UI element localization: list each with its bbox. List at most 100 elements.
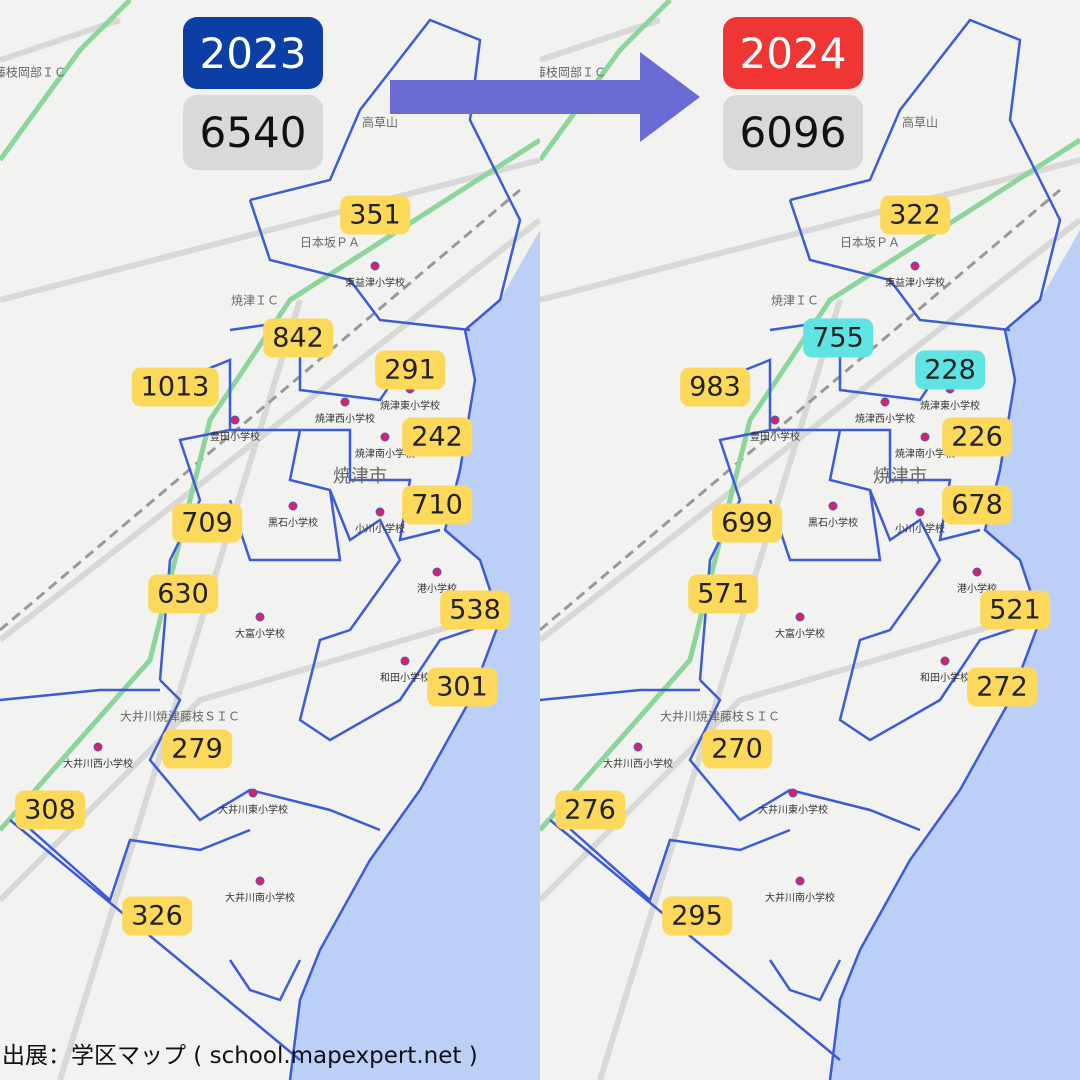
district-count: 709	[172, 503, 242, 543]
district-count: 291	[375, 350, 445, 390]
place-label: 藤枝岡部ＩＣ	[0, 65, 67, 80]
school-label: 大井川西小学校	[63, 759, 133, 770]
school-label: 東益津小学校	[345, 278, 405, 289]
school-dot	[880, 397, 890, 407]
school-dot	[288, 501, 298, 511]
school-dot	[230, 415, 240, 425]
expressway	[0, 0, 540, 832]
place-label: 高草山	[901, 115, 939, 130]
school-dot	[770, 415, 780, 425]
place-label: 日本坂ＰＡ	[839, 235, 901, 250]
school-label: 大井川東小学校	[218, 805, 288, 816]
place-label: 日本坂ＰＡ	[299, 235, 361, 250]
school-label: 焼津南小学校	[895, 449, 955, 460]
school-dot	[248, 788, 258, 798]
school-dot	[920, 432, 930, 442]
district-count: 272	[967, 667, 1037, 707]
district-count: 710	[402, 485, 472, 525]
district-count: 295	[662, 896, 732, 936]
district-count: 326	[122, 896, 192, 936]
district-count: 678	[942, 485, 1012, 525]
school-dot	[972, 567, 982, 577]
school-label: 港小学校	[957, 584, 997, 595]
sea	[830, 230, 1080, 1080]
school-dot	[255, 876, 265, 886]
school-label: 和田小学校	[380, 673, 430, 684]
base-map	[540, 0, 1080, 1080]
map-panel: 2023 6540 藤枝岡部ＩＣ 高草山日本坂ＰＡ 焼津ＩＣ 焼津市大井川焼津藤枝ＳＩＣ 東…	[0, 0, 540, 1080]
district-count: 279	[162, 729, 232, 769]
total-badge: 6096	[723, 95, 863, 170]
place-label: 焼津ＩＣ	[770, 293, 820, 308]
place-label: 藤枝岡部ＩＣ	[540, 65, 607, 80]
school-label: 黒石小学校	[808, 518, 858, 529]
school-dot	[788, 788, 798, 798]
district-count: 322	[880, 195, 950, 235]
school-label: 焼津東小学校	[920, 401, 980, 412]
total-badge: 6540	[183, 95, 323, 170]
school-dot	[93, 742, 103, 752]
district-count: 228	[915, 350, 985, 390]
district-count: 308	[15, 790, 85, 830]
school-dot	[795, 876, 805, 886]
district-count: 226	[942, 417, 1012, 457]
district-count: 755	[803, 318, 873, 358]
school-label: 大井川西小学校	[603, 759, 673, 770]
school-label: 大井川南小学校	[225, 893, 295, 904]
school-dot	[940, 656, 950, 666]
district-count: 538	[440, 590, 510, 630]
school-dot	[370, 261, 380, 271]
railway	[540, 188, 1061, 632]
district-count: 1013	[131, 367, 219, 407]
district-count: 699	[712, 503, 782, 543]
district-count: 521	[980, 590, 1050, 630]
school-label: 焼津東小学校	[380, 401, 440, 412]
place-label: 焼津ＩＣ	[230, 293, 280, 308]
school-label: 大井川南小学校	[765, 893, 835, 904]
school-label: 大富小学校	[775, 629, 825, 640]
school-dot	[915, 507, 925, 517]
school-dot	[340, 397, 350, 407]
school-dot	[375, 507, 385, 517]
district-count: 630	[148, 574, 218, 614]
map-panel: 2024 6096 藤枝岡部ＩＣ 高草山 日本坂ＰＡ 焼津ＩＣ 焼津市 大井川焼津藤枝ＳＩＣ 東…	[540, 0, 1080, 1080]
district-count: 983	[680, 367, 750, 407]
district-count: 571	[688, 574, 758, 614]
district-count: 270	[702, 729, 772, 769]
district-count: 301	[427, 667, 497, 707]
school-label: 東益津小学校	[885, 278, 945, 289]
school-label: 豊田小学校	[750, 432, 800, 443]
district-count: 351	[340, 195, 410, 235]
school-label: 和田小学校	[920, 673, 970, 684]
school-label: 豊田小学校	[210, 432, 260, 443]
place-label: 大井川焼津藤枝ＳＩＣ	[659, 709, 781, 724]
school-label: 大富小学校	[235, 629, 285, 640]
year-badge: 2023	[183, 17, 323, 89]
year-badge: 2024	[723, 17, 863, 89]
school-dot	[400, 656, 410, 666]
district-count: 276	[555, 790, 625, 830]
railway	[0, 188, 521, 632]
expressway	[540, 0, 1080, 832]
school-dot	[828, 501, 838, 511]
school-label: 焼津西小学校	[855, 414, 915, 425]
school-label: 黒石小学校	[268, 518, 318, 529]
school-dot	[432, 567, 442, 577]
place-label: 高草山	[361, 115, 399, 130]
school-label: 小川小学校	[895, 524, 945, 535]
school-label: 大井川東小学校	[758, 805, 828, 816]
school-dot	[255, 612, 265, 622]
place-label: 焼津市	[333, 466, 387, 487]
district-count: 842	[263, 318, 333, 358]
school-dot	[910, 261, 920, 271]
sea	[290, 230, 540, 1080]
arrow	[390, 52, 700, 142]
school-dot	[795, 612, 805, 622]
school-label: 港小学校	[417, 584, 457, 595]
school-label: 焼津西小学校	[315, 414, 375, 425]
school-dot	[633, 742, 643, 752]
school-label: 焼津南小学校	[355, 449, 415, 460]
source-note: 出展：学区マップ ( school.mapexpert.net )	[2, 1043, 478, 1069]
place-label: 大井川焼津藤枝ＳＩＣ	[119, 709, 241, 724]
